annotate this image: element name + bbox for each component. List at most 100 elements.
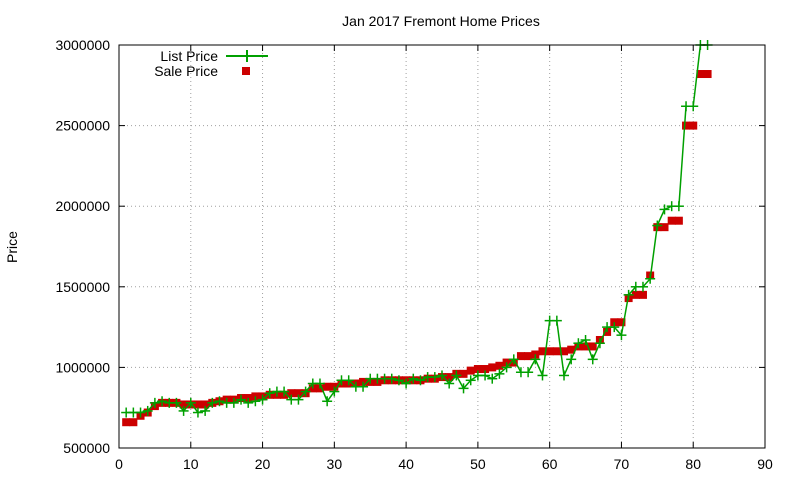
sale-price-point — [122, 418, 131, 427]
x-tick-label: 0 — [115, 456, 123, 472]
sale-price-point — [466, 366, 475, 375]
sale-price-point — [538, 347, 547, 356]
list-price-point — [293, 394, 304, 405]
list-price-point — [501, 362, 512, 373]
list-price-point — [623, 289, 634, 300]
list-price-point — [257, 394, 268, 405]
sale-price-point — [445, 373, 454, 382]
x-tick-label: 30 — [327, 456, 343, 472]
x-tick-label: 60 — [542, 456, 558, 472]
x-tick-label: 50 — [470, 456, 486, 472]
y-tick-label: 2000000 — [55, 198, 110, 214]
series-layer — [121, 40, 713, 427]
sale-price-point — [631, 290, 640, 299]
list-price-point — [236, 394, 247, 405]
list-price-point — [530, 354, 541, 365]
series-list-price — [121, 40, 713, 418]
list-price-point — [508, 354, 519, 365]
list-price-point — [207, 397, 218, 408]
list-price-point — [566, 354, 577, 365]
list-price-point — [358, 381, 369, 392]
legend-swatch-sale-price-marker — [242, 67, 250, 75]
axis-ticks — [118, 44, 766, 449]
list-price-point — [393, 375, 404, 386]
list-price-point — [616, 330, 627, 341]
sale-price-point — [638, 290, 647, 299]
sale-price-point — [560, 347, 569, 356]
list-price-point — [688, 101, 699, 112]
list-price-point — [551, 315, 562, 326]
y-tick-label: 500000 — [63, 440, 110, 456]
list-price-point — [135, 407, 146, 418]
list-price-point — [142, 405, 153, 416]
legend-label-sale-price: Sale Price — [154, 63, 218, 79]
list-price-point — [228, 397, 239, 408]
sale-price-point — [481, 365, 490, 374]
list-price-point — [250, 396, 261, 407]
list-price-point — [300, 386, 311, 397]
list-price-point — [243, 397, 254, 408]
sale-price-point — [567, 345, 576, 354]
list-price-point — [673, 201, 684, 212]
list-price-point — [343, 375, 354, 386]
chart-title: Jan 2017 Fremont Home Prices — [342, 13, 540, 29]
list-price-point — [645, 273, 656, 284]
sale-price-point — [689, 121, 698, 130]
list-price-point — [465, 375, 476, 386]
x-tick-label: 20 — [255, 456, 271, 472]
list-price-point — [214, 396, 225, 407]
sale-price-point — [524, 352, 533, 361]
sale-price-point — [660, 223, 669, 232]
list-price-point — [580, 334, 591, 345]
sale-price-point — [287, 389, 296, 398]
sale-price-point — [459, 369, 468, 378]
x-tick-label: 90 — [757, 456, 773, 472]
x-tick-label: 40 — [398, 456, 414, 472]
list-price-point — [171, 397, 182, 408]
list-price-point — [458, 383, 469, 394]
list-price-point — [573, 338, 584, 349]
list-price-point — [487, 373, 498, 384]
sale-price-point — [667, 216, 676, 225]
sale-price-point — [495, 361, 504, 370]
list-price-point — [408, 373, 419, 384]
sale-price-point — [473, 365, 482, 374]
list-price-point — [451, 370, 462, 381]
sale-price-point — [552, 347, 561, 356]
sale-price-point — [682, 121, 691, 130]
list-price-point — [652, 220, 663, 231]
y-tick-label: 1000000 — [55, 359, 110, 375]
tick-labels: 0 10 20 30 40 50 60 70 80 90 500000 1000000 1500000 2… — [55, 37, 773, 472]
list-price-point — [415, 375, 426, 386]
list-price-point — [429, 372, 440, 383]
y-tick-label: 1500000 — [55, 279, 110, 295]
sale-price-point — [588, 342, 597, 351]
list-price-point — [200, 405, 211, 416]
list-price-point — [185, 397, 196, 408]
list-price-point — [609, 322, 620, 333]
sale-price-point — [581, 342, 590, 351]
y-tick-label: 3000000 — [55, 37, 110, 53]
sale-price-point — [193, 400, 202, 409]
list-price-point — [386, 373, 397, 384]
list-price-point — [329, 386, 340, 397]
x-tick-label: 10 — [183, 456, 199, 472]
list-price-point — [314, 378, 325, 389]
x-tick-label: 80 — [685, 456, 701, 472]
list-price-point — [594, 338, 605, 349]
list-price-point — [264, 388, 275, 399]
list-price-point — [401, 378, 412, 389]
list-price-point — [659, 204, 670, 215]
legend-label-list-price: List Price — [160, 48, 218, 64]
list-price-point — [192, 407, 203, 418]
list-price-point — [480, 370, 491, 381]
list-price-point — [537, 370, 548, 381]
list-price-point — [637, 281, 648, 292]
sale-price-point — [516, 352, 525, 361]
list-price-point — [444, 378, 455, 389]
list-price-point — [279, 386, 290, 397]
list-price-point — [322, 396, 333, 407]
list-price-point — [587, 354, 598, 365]
